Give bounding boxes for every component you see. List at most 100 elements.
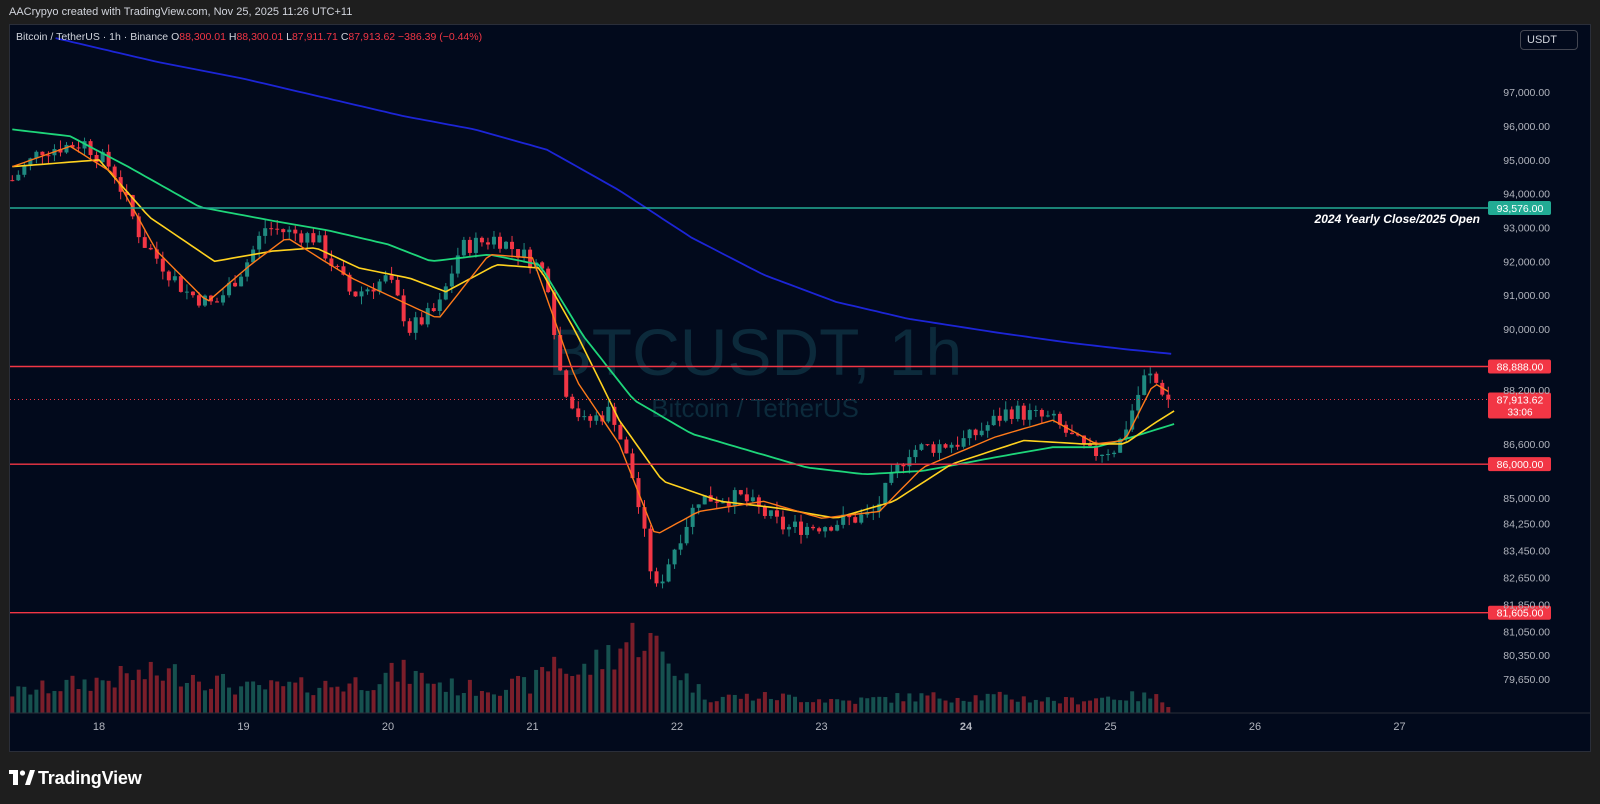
candle-body xyxy=(1130,410,1135,430)
volume-bar xyxy=(431,683,436,713)
volume-bar xyxy=(178,686,183,713)
volume-bar xyxy=(221,673,226,713)
candle-body xyxy=(64,144,69,153)
volume-bar xyxy=(955,697,960,713)
candle-body xyxy=(239,276,244,287)
volume-bar xyxy=(1009,699,1014,713)
price-level-badge xyxy=(1488,605,1551,620)
candle-body xyxy=(618,424,623,440)
currency-unit-button[interactable]: USDT xyxy=(1520,30,1578,50)
candle-body xyxy=(1003,409,1008,421)
volume-bar xyxy=(76,689,81,713)
volume-bar xyxy=(786,694,791,713)
candle-body xyxy=(473,237,478,253)
volume-bar xyxy=(612,669,617,713)
change-value: −386.39 (−0.44%) xyxy=(398,31,483,43)
volume-bar xyxy=(642,650,647,713)
volume-bar xyxy=(275,681,280,713)
candle-body xyxy=(172,276,177,281)
volume-bar xyxy=(666,663,671,713)
price-chart[interactable]: BTCUSDT, 1h Bitcoin / TetherUS 93,576.00… xyxy=(10,25,1591,752)
volume-bar xyxy=(756,698,761,713)
candle-body xyxy=(714,501,719,503)
low-value: 87,911.71 xyxy=(291,31,338,43)
candle-body xyxy=(1142,375,1147,395)
y-axis-tick-label: 85,000.00 xyxy=(1503,493,1550,505)
tradingview-logo-icon xyxy=(9,770,35,785)
volume-bar xyxy=(166,668,171,713)
volume-bar xyxy=(1051,700,1056,713)
volume-bar xyxy=(762,692,767,713)
volume-bar xyxy=(1039,701,1044,713)
candle-body xyxy=(407,321,412,333)
candle-body xyxy=(1063,424,1068,433)
candle-body xyxy=(1069,432,1074,435)
candle-body xyxy=(227,282,232,296)
candle-body xyxy=(1039,409,1044,417)
countdown-label: 33:06 xyxy=(1507,407,1532,418)
volume-bar xyxy=(768,698,773,713)
volume-bar xyxy=(479,690,484,713)
chart-area[interactable]: BTCUSDT, 1h Bitcoin / TetherUS 93,576.00… xyxy=(9,24,1591,752)
candle-body xyxy=(431,308,436,312)
candle-body xyxy=(811,526,816,529)
candle-body xyxy=(166,271,171,281)
volume-bar xyxy=(160,680,165,713)
volume-bar xyxy=(871,697,876,713)
price-level-label: 93,576.00 xyxy=(1497,203,1544,215)
candle-body xyxy=(335,265,340,267)
attribution-text: AACrypyo created with TradingView.com, N… xyxy=(9,6,353,18)
volume-bar xyxy=(991,694,996,713)
candle-body xyxy=(251,249,256,263)
candle-body xyxy=(582,416,587,418)
candle-body xyxy=(690,507,695,527)
candle-body xyxy=(1112,452,1117,455)
candle-body xyxy=(257,235,262,250)
y-axis-tick-label: 95,000.00 xyxy=(1503,155,1550,167)
volume-bar xyxy=(684,673,689,713)
volume-bar xyxy=(196,681,201,713)
candle-body xyxy=(576,408,581,418)
candle-body xyxy=(455,255,460,274)
x-axis-tick-label: 22 xyxy=(671,721,683,733)
volume-bar xyxy=(1124,700,1129,713)
volume-bar xyxy=(154,675,159,713)
candle-body xyxy=(184,291,189,293)
x-axis-tick-label: 23 xyxy=(815,721,827,733)
x-axis-tick-label: 19 xyxy=(237,721,249,733)
volume-bar xyxy=(485,692,490,713)
candle-body xyxy=(178,276,183,292)
volume-bar xyxy=(907,693,912,713)
candle-body xyxy=(413,317,418,333)
candle-body xyxy=(558,335,563,371)
candle-body xyxy=(672,549,677,565)
candle-body xyxy=(570,396,575,409)
candle-body xyxy=(853,517,858,523)
volume-bar xyxy=(1100,697,1105,713)
volume-bar xyxy=(726,694,731,713)
y-axis-tick-label: 82,650.00 xyxy=(1503,572,1550,584)
candle-body xyxy=(485,242,490,245)
last-price-label: 87,913.62 xyxy=(1497,394,1544,406)
volume-bar xyxy=(58,691,63,713)
candle-body xyxy=(323,235,328,259)
volume-bar xyxy=(738,698,743,713)
volume-bar xyxy=(88,690,93,713)
y-axis-tick-label: 88,200.00 xyxy=(1503,385,1550,397)
volume-bar xyxy=(937,698,942,713)
volume-bar xyxy=(82,679,87,713)
candle-body xyxy=(70,144,75,148)
price-level-badge xyxy=(1488,359,1551,374)
volume-bar xyxy=(287,681,292,713)
candle-body xyxy=(40,151,45,156)
volume-bar xyxy=(100,680,105,713)
candle-body xyxy=(684,526,689,544)
candle-body xyxy=(491,236,496,245)
candle-body xyxy=(726,502,731,507)
candle-body xyxy=(889,472,894,483)
volume-bar xyxy=(967,701,972,713)
y-axis-tick-label: 80,350.00 xyxy=(1503,650,1550,662)
volume-bar xyxy=(190,674,195,713)
volume-bar xyxy=(1057,703,1062,713)
candle-body xyxy=(594,415,599,421)
